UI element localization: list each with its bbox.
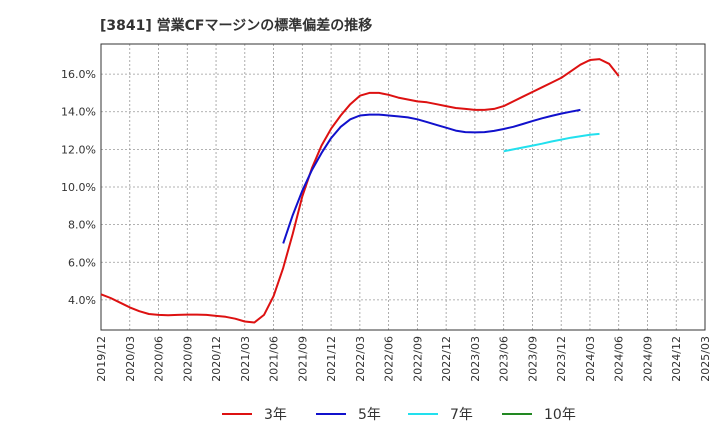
x-tick-label: 2024/09 — [641, 336, 654, 382]
series-line-2 — [503, 132, 600, 153]
x-tick-label: 2019/12 — [95, 336, 108, 382]
y-tick-label: 4.0% — [68, 294, 96, 307]
y-axis-ticks: 4.0% 6.0% 8.0% 10.0% 12.0% 14.0% 16.0% — [61, 68, 96, 307]
x-axis-ticks: 2019/12 2020/03 2020/06 2020/09 2020/12 2021/… — [95, 336, 712, 382]
x-tick-label: 2024/12 — [670, 336, 683, 382]
series-line-1 — [282, 108, 581, 244]
x-tick-label: 2021/03 — [239, 336, 252, 382]
x-tick-label: 2023/12 — [555, 336, 568, 382]
legend-label-3: 10年 — [544, 407, 576, 423]
x-tick-label: 2020/03 — [124, 336, 137, 382]
x-tick-label: 2023/06 — [498, 336, 511, 382]
x-tick-label: 2020/06 — [153, 336, 166, 382]
series-line-0 — [100, 58, 620, 324]
chart-title: [3841] 営業CFマージンの標準偏差の推移 — [100, 17, 372, 34]
x-tick-label: 2023/03 — [469, 336, 482, 382]
x-tick-label: 2023/09 — [526, 336, 539, 382]
x-tick-label: 2020/12 — [210, 336, 223, 382]
x-tick-label: 2024/06 — [613, 336, 626, 382]
plot-area — [100, 43, 706, 331]
y-tick-label: 8.0% — [68, 219, 96, 232]
y-tick-label: 12.0% — [61, 143, 96, 156]
x-tick-label: 2022/03 — [354, 336, 367, 382]
legend-label-0: 3年 — [264, 407, 287, 423]
x-tick-label: 2021/06 — [268, 336, 281, 382]
series-lines — [100, 58, 620, 324]
grid — [101, 44, 705, 330]
y-tick-label: 10.0% — [61, 181, 96, 194]
x-tick-label: 2022/06 — [383, 336, 396, 382]
x-tick-label: 2020/09 — [181, 336, 194, 382]
y-tick-label: 6.0% — [68, 256, 96, 269]
x-tick-label: 2021/12 — [325, 336, 338, 382]
y-tick-label: 14.0% — [61, 106, 96, 119]
legend: 3年 5年 7年 10年 — [222, 407, 576, 423]
x-tick-label: 2025/03 — [699, 336, 712, 382]
x-tick-label: 2021/09 — [296, 336, 309, 382]
y-tick-label: 16.0% — [61, 68, 96, 81]
x-tick-label: 2022/09 — [411, 336, 424, 382]
legend-label-1: 5年 — [358, 407, 381, 423]
x-tick-label: 2024/03 — [584, 336, 597, 382]
x-tick-label: 2022/12 — [440, 336, 453, 382]
legend-label-2: 7年 — [450, 407, 473, 423]
